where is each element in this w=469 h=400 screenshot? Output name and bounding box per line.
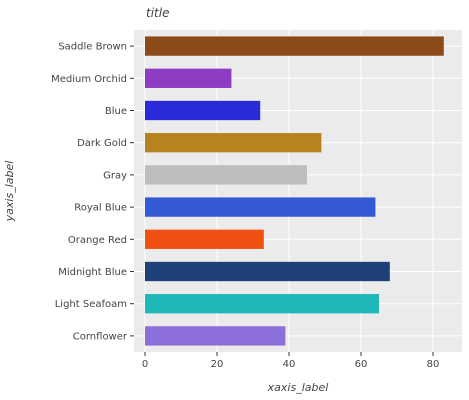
x-axis-ticks: 0 20 40 60 80: [142, 352, 440, 370]
y-tick-label: Gray: [103, 170, 127, 181]
bar: [145, 68, 232, 88]
y-tick-label: Medium Orchid: [51, 74, 127, 85]
x-tick-label: 0: [142, 359, 148, 370]
y-tick-label: Royal Blue: [74, 203, 127, 214]
y-tick-label: Saddle Brown: [58, 42, 127, 53]
bar: [145, 133, 322, 153]
bar: [145, 261, 390, 282]
bar: [145, 294, 379, 314]
bar: [145, 197, 376, 217]
bars: [145, 36, 444, 346]
bar: [145, 36, 444, 56]
bar: [145, 326, 286, 346]
chart-title: title: [146, 6, 169, 20]
bar: [145, 165, 307, 185]
x-tick-label: 40: [283, 359, 296, 370]
y-tick-label: Midnight Blue: [58, 267, 127, 278]
y-axis-ticks: Cornflower Light Seafoam Midnight Blue Oran…: [51, 42, 134, 342]
bar: [145, 229, 264, 249]
bar: [145, 100, 261, 121]
y-tick-label: Cornflower: [73, 331, 128, 342]
y-tick-label: Blue: [105, 106, 127, 117]
y-tick-label: Light Seafoam: [55, 299, 127, 310]
x-tick-label: 20: [211, 359, 224, 370]
y-tick-label: Orange Red: [68, 235, 127, 246]
y-axis-label: yaxis_label: [3, 161, 16, 223]
x-tick-label: 60: [355, 359, 368, 370]
x-tick-label: 80: [427, 359, 440, 370]
y-tick-label: Dark Gold: [77, 138, 127, 149]
x-axis-label: xaxis_label: [267, 381, 329, 394]
